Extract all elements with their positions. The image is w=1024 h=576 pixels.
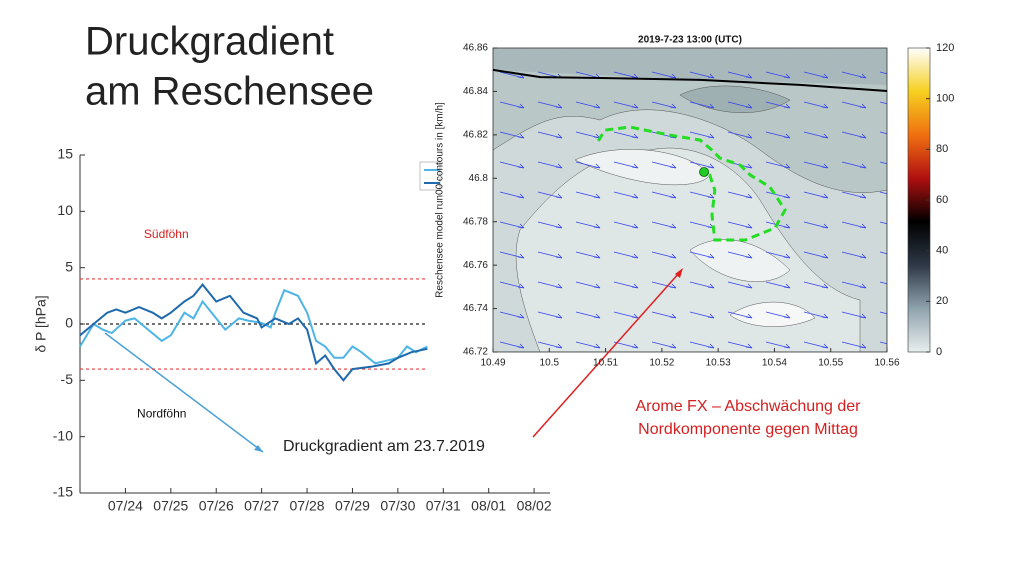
- x-tick-label: 07/29: [335, 498, 370, 514]
- note: Nordkomponente gegen Mittag: [638, 421, 858, 438]
- series-line: [79, 283, 428, 382]
- y-tick-label: 46.74: [463, 303, 488, 314]
- y-tick-label: 46.78: [463, 216, 488, 227]
- x-tick-label: 07/31: [426, 498, 461, 514]
- colorbar-tick-label: 40: [936, 245, 948, 257]
- y-tick-label: 46.72: [463, 347, 488, 358]
- slide-title: Druckgradient: [85, 20, 334, 64]
- x-tick-label: 08/02: [517, 498, 552, 514]
- contour-field: [493, 48, 887, 352]
- series-line: [492, 68, 888, 92]
- y-tick-label: 46.76: [463, 260, 488, 271]
- x-tick-label: 07/25: [153, 498, 188, 514]
- annotation: Südföhn: [144, 227, 189, 241]
- chart-title: 2019-7-23 13:00 (UTC): [638, 35, 742, 46]
- y-tick-label: 46.82: [463, 129, 488, 140]
- y-tick-label: -10: [53, 427, 73, 443]
- series-line: [79, 288, 428, 365]
- x-tick-label: 10.55: [818, 358, 843, 369]
- arrow: [532, 271, 681, 438]
- x-tick-label: 10.5: [540, 358, 560, 369]
- y-axis-label: Reschensee model run00 contours in [km/h…: [435, 102, 446, 298]
- x-tick-label: 07/27: [244, 498, 279, 514]
- y-tick-label: 46.84: [463, 86, 488, 97]
- plot-frame: [492, 47, 888, 353]
- y-tick-label: 46.8: [469, 173, 489, 184]
- x-tick-label: 10.53: [706, 358, 731, 369]
- y-axis-label: δ P [hPa]: [33, 295, 49, 352]
- series-line: [597, 125, 787, 242]
- x-tick-label: 10.56: [874, 358, 899, 369]
- x-tick-label: 07/26: [199, 498, 234, 514]
- y-tick-label: 0: [65, 315, 73, 331]
- y-tick-label: -5: [61, 371, 74, 387]
- note: Arome FX – Abschwächung der: [635, 398, 861, 415]
- x-tick-label: 07/30: [380, 498, 415, 514]
- y-tick-label: 46.86: [463, 43, 488, 54]
- arrow: [104, 332, 264, 453]
- colorbar-tick-label: 60: [936, 194, 948, 206]
- y-tick-label: 5: [65, 258, 73, 274]
- x-tick-label: 10.49: [480, 358, 505, 369]
- y-tick-label: -15: [53, 484, 73, 500]
- caption: Druckgradient am 23.7.2019: [283, 438, 485, 455]
- slide-title: am Reschensee: [85, 70, 374, 114]
- y-tick-label: 15: [57, 146, 73, 162]
- colorbar-tick-label: 0: [936, 346, 942, 358]
- colorbar-tick-label: 80: [936, 143, 948, 155]
- x-tick-label: 07/24: [108, 498, 143, 514]
- x-tick-label: 07/28: [290, 498, 325, 514]
- x-tick-label: 10.52: [649, 358, 674, 369]
- x-tick-label: 08/01: [471, 498, 506, 514]
- colorbar-tick-label: 20: [936, 295, 948, 307]
- annotation: Nordföhn: [137, 406, 186, 420]
- x-tick-label: 10.54: [762, 358, 787, 369]
- point: [699, 167, 709, 177]
- colorbar-tick-label: 100: [936, 93, 954, 105]
- arrow-head: [675, 268, 683, 278]
- arrow-head: [254, 445, 263, 452]
- colorbar-tick-label: 120: [936, 42, 954, 54]
- x-tick-label: 10.51: [593, 358, 618, 369]
- y-tick-label: 10: [57, 202, 73, 218]
